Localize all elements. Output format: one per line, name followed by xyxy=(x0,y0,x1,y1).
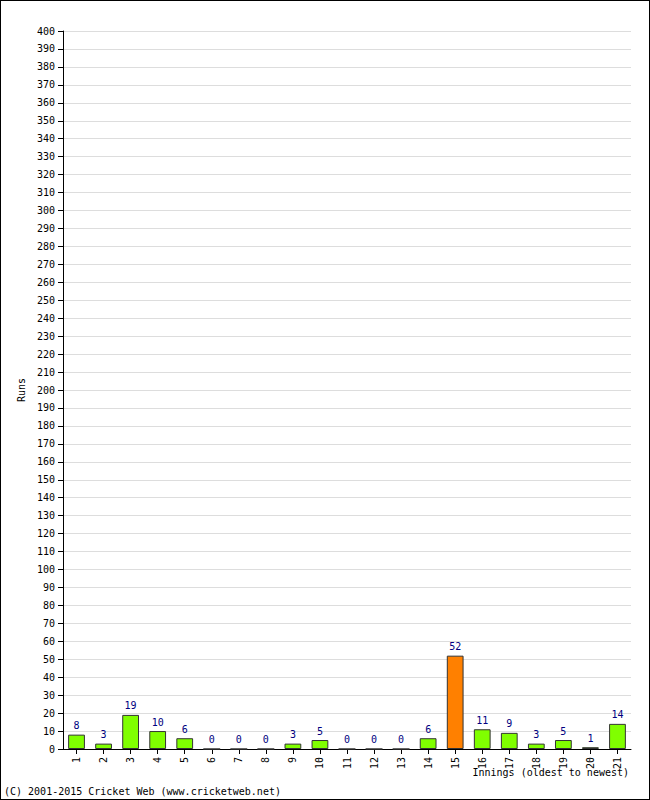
svg-text:100: 100 xyxy=(37,564,55,575)
svg-text:60: 60 xyxy=(43,636,55,647)
svg-text:19: 19 xyxy=(125,700,137,711)
svg-text:110: 110 xyxy=(37,546,55,557)
svg-text:15: 15 xyxy=(450,757,461,769)
svg-text:6: 6 xyxy=(425,724,431,735)
svg-text:5: 5 xyxy=(317,726,323,737)
svg-text:30: 30 xyxy=(43,690,55,701)
svg-text:200: 200 xyxy=(37,385,55,396)
svg-text:5: 5 xyxy=(179,757,190,763)
svg-text:Innings (oldest to newest): Innings (oldest to newest) xyxy=(472,767,629,778)
svg-text:1: 1 xyxy=(71,757,82,763)
svg-text:52: 52 xyxy=(449,641,461,652)
svg-text:230: 230 xyxy=(37,331,55,342)
svg-text:7: 7 xyxy=(233,757,244,763)
svg-text:0: 0 xyxy=(209,734,215,745)
svg-text:50: 50 xyxy=(43,654,55,665)
svg-text:6: 6 xyxy=(206,757,217,763)
svg-text:14: 14 xyxy=(423,757,434,769)
svg-text:210: 210 xyxy=(37,367,55,378)
svg-text:3: 3 xyxy=(101,729,107,740)
svg-text:330: 330 xyxy=(37,151,55,162)
svg-text:190: 190 xyxy=(37,402,55,413)
svg-text:240: 240 xyxy=(37,313,55,324)
svg-text:3: 3 xyxy=(533,729,539,740)
svg-text:18: 18 xyxy=(531,757,542,769)
svg-text:16: 16 xyxy=(477,757,488,769)
svg-text:(C) 2001-2015 Cricket Web (www: (C) 2001-2015 Cricket Web (www.cricketwe… xyxy=(4,786,281,797)
svg-text:Runs: Runs xyxy=(16,378,27,402)
svg-text:2: 2 xyxy=(98,757,109,763)
svg-text:0: 0 xyxy=(371,734,377,745)
svg-text:13: 13 xyxy=(396,757,407,769)
svg-text:220: 220 xyxy=(37,349,55,360)
svg-text:350: 350 xyxy=(37,115,55,126)
svg-text:9: 9 xyxy=(506,718,512,729)
svg-text:3: 3 xyxy=(290,729,296,740)
svg-text:300: 300 xyxy=(37,205,55,216)
svg-text:8: 8 xyxy=(74,720,80,731)
svg-text:10: 10 xyxy=(152,717,164,728)
svg-text:6: 6 xyxy=(182,724,188,735)
svg-text:90: 90 xyxy=(43,582,55,593)
svg-text:10: 10 xyxy=(314,757,325,769)
svg-text:180: 180 xyxy=(37,420,55,431)
svg-text:12: 12 xyxy=(369,757,380,769)
svg-text:0: 0 xyxy=(398,734,404,745)
svg-text:20: 20 xyxy=(585,757,596,769)
svg-text:320: 320 xyxy=(37,169,55,180)
svg-text:1: 1 xyxy=(587,733,593,744)
svg-text:390: 390 xyxy=(37,43,55,54)
svg-text:250: 250 xyxy=(37,295,55,306)
svg-text:9: 9 xyxy=(287,757,298,763)
svg-text:370: 370 xyxy=(37,79,55,90)
svg-text:21: 21 xyxy=(612,757,623,769)
svg-text:11: 11 xyxy=(342,757,353,769)
svg-text:290: 290 xyxy=(37,223,55,234)
svg-text:310: 310 xyxy=(37,187,55,198)
svg-text:160: 160 xyxy=(37,456,55,467)
svg-text:80: 80 xyxy=(43,600,55,611)
svg-text:270: 270 xyxy=(37,259,55,270)
svg-text:0: 0 xyxy=(236,734,242,745)
svg-text:11: 11 xyxy=(476,715,488,726)
svg-text:20: 20 xyxy=(43,708,55,719)
svg-text:40: 40 xyxy=(43,672,55,683)
svg-text:5: 5 xyxy=(560,726,566,737)
svg-text:0: 0 xyxy=(263,734,269,745)
svg-text:380: 380 xyxy=(37,61,55,72)
svg-text:0: 0 xyxy=(344,734,350,745)
svg-text:17: 17 xyxy=(504,757,515,769)
svg-text:400: 400 xyxy=(37,26,55,37)
svg-text:340: 340 xyxy=(37,133,55,144)
svg-text:150: 150 xyxy=(37,474,55,485)
svg-text:70: 70 xyxy=(43,618,55,629)
svg-text:14: 14 xyxy=(611,709,623,720)
svg-text:360: 360 xyxy=(37,97,55,108)
svg-text:0: 0 xyxy=(49,744,55,755)
svg-text:10: 10 xyxy=(43,726,55,737)
svg-text:8: 8 xyxy=(260,757,271,763)
svg-text:4: 4 xyxy=(152,757,163,763)
svg-text:120: 120 xyxy=(37,528,55,539)
svg-text:170: 170 xyxy=(37,438,55,449)
svg-text:130: 130 xyxy=(37,510,55,521)
svg-text:140: 140 xyxy=(37,492,55,503)
svg-text:260: 260 xyxy=(37,277,55,288)
svg-text:19: 19 xyxy=(558,757,569,769)
svg-text:280: 280 xyxy=(37,241,55,252)
svg-text:3: 3 xyxy=(125,757,136,763)
